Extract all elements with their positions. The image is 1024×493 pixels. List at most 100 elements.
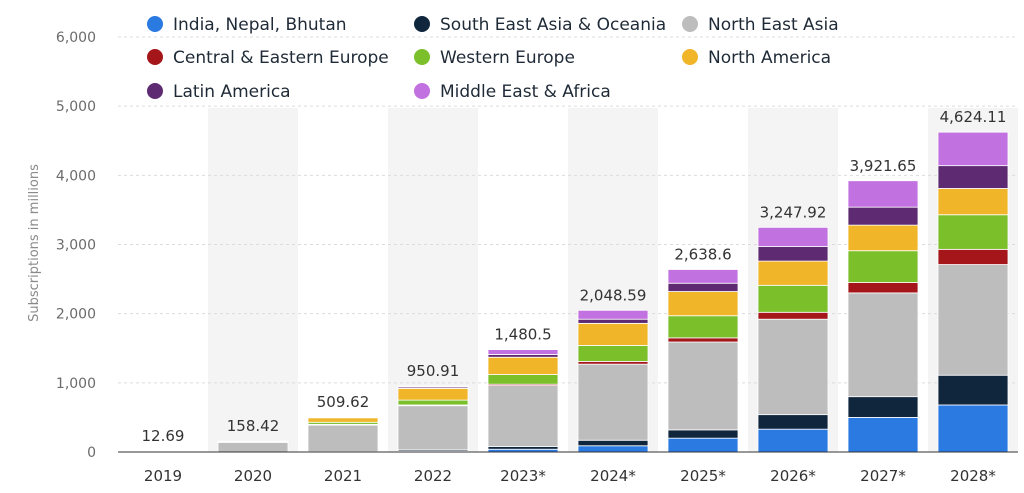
bar-segment [667, 341, 739, 431]
bar-segment [757, 246, 829, 262]
x-axis-ticks: 2019 2020 2021 2022 2023* 2024* 2025* 2026* 2027… [144, 467, 996, 485]
y-axis-title: Subscriptions in millions [27, 164, 42, 322]
bar-segment [397, 399, 469, 406]
y-tick-label: 1,000 [56, 376, 96, 392]
bar-segment [937, 131, 1009, 167]
total-label: 1,480.5 [494, 326, 551, 344]
bar-segment [757, 311, 829, 320]
total-label: 12.69 [142, 427, 185, 445]
bar-segment [757, 414, 829, 430]
bar-segment [667, 291, 739, 317]
bar-segment [397, 405, 469, 451]
total-label: 2,048.59 [580, 286, 647, 304]
bar-segment [487, 349, 559, 355]
legend-item: Western Europe [414, 48, 575, 68]
bar-segment [757, 318, 829, 416]
bar-segment [847, 250, 919, 283]
bar-segment [217, 440, 289, 443]
legend-item: Middle East & Africa [414, 82, 611, 102]
bar-segment [667, 315, 739, 339]
legend-swatch [414, 83, 430, 99]
y-tick-label: 6,000 [56, 30, 96, 46]
bar-segment [937, 374, 1009, 406]
bar-segment [397, 385, 469, 388]
bar-segment [937, 188, 1009, 216]
total-label: 2,638.6 [674, 245, 731, 263]
bar-segment [487, 374, 559, 385]
y-tick-label: 5,000 [56, 99, 96, 115]
bar-segment [577, 318, 649, 324]
bar-segment [667, 282, 739, 292]
bar-segment [847, 417, 919, 453]
bar-segment [847, 180, 919, 208]
legend-item: North America [682, 48, 831, 68]
y-tick-label: 0 [87, 445, 96, 461]
bar-segment [667, 429, 739, 439]
legend-swatch [147, 49, 163, 65]
legend-label: Central & Eastern Europe [173, 48, 389, 68]
bar-segment [577, 322, 649, 346]
bar-segment [937, 404, 1009, 453]
bar-segment [847, 292, 919, 398]
x-tick-label: 2024* [590, 467, 636, 485]
legend-item: North East Asia [682, 15, 839, 35]
bar-segment [847, 282, 919, 294]
bar-segment [667, 337, 739, 343]
bar-segment [847, 206, 919, 226]
bar-segment [937, 248, 1009, 265]
total-labels: 12.69 158.42 509.62 950.91 1,480.5 2,048.59 2,… [142, 108, 1007, 445]
total-label: 3,247.92 [760, 203, 827, 221]
legend-label: India, Nepal, Bhutan [173, 15, 347, 35]
total-label: 158.42 [227, 417, 280, 435]
bar-segment [667, 269, 739, 284]
legend-swatch [147, 16, 163, 32]
bar-segment [757, 284, 829, 313]
legend-label: North America [708, 48, 831, 68]
legend-item: Central & Eastern Europe [147, 48, 389, 68]
band-1 [208, 108, 298, 452]
bar-segment [487, 354, 559, 358]
x-tick-label: 2023* [500, 467, 546, 485]
bar-segment [217, 441, 289, 453]
bar-segment [937, 165, 1009, 189]
legend-swatch [414, 16, 430, 32]
x-tick-label: 2027* [860, 467, 906, 485]
bar-segment [577, 360, 649, 365]
y-tick-label: 4,000 [56, 168, 96, 184]
bar-segment [487, 356, 559, 375]
bar-segment [577, 363, 649, 441]
total-label: 4,624.11 [940, 108, 1007, 126]
bar-segment [577, 309, 649, 320]
bar-segment [487, 385, 559, 447]
legend-label: Middle East & Africa [440, 82, 611, 102]
bars [127, 131, 1009, 453]
bar-segment [577, 445, 649, 453]
gridlines [118, 36, 1018, 384]
x-tick-label: 2019 [144, 467, 182, 485]
x-tick-label: 2020 [234, 467, 272, 485]
legend-swatch [682, 16, 698, 32]
legend-swatch [414, 49, 430, 65]
legend-swatch [147, 83, 163, 99]
legend-item: South East Asia & Oceania [414, 15, 666, 35]
legend-label: North East Asia [708, 15, 839, 35]
bar-segment [307, 424, 379, 453]
bar-segment [577, 439, 649, 447]
total-label: 509.62 [317, 393, 370, 411]
legend-item: India, Nepal, Bhutan [147, 15, 347, 35]
legend-label: South East Asia & Oceania [440, 15, 666, 35]
x-tick-label: 2025* [680, 467, 726, 485]
total-label: 950.91 [407, 362, 460, 380]
bar-segment [847, 396, 919, 418]
y-tick-label: 2,000 [56, 307, 96, 323]
bar-segment [487, 446, 559, 450]
bar-segment [577, 345, 649, 362]
x-tick-label: 2026* [770, 467, 816, 485]
bar-segment [757, 226, 829, 247]
total-label: 3,921.65 [850, 157, 917, 175]
bar-segment [847, 224, 919, 252]
legend-label: Latin America [173, 82, 291, 102]
bar-segment [307, 416, 379, 418]
bar-segment [667, 437, 739, 453]
